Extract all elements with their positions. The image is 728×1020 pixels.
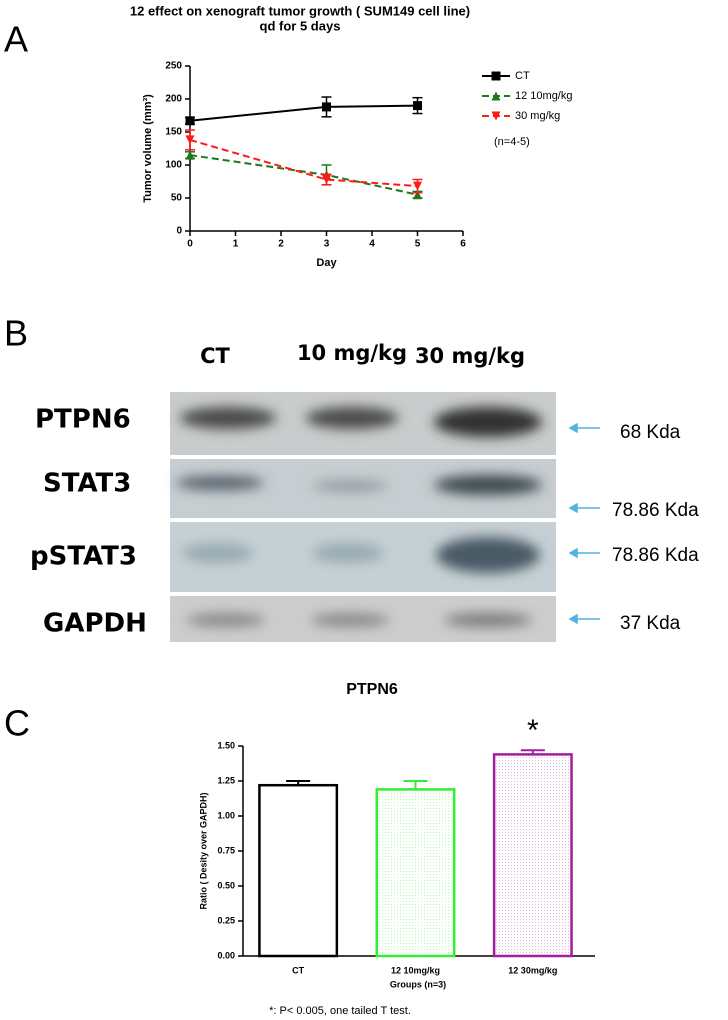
- y-tick-label: 250: [165, 61, 182, 72]
- y-axis-label: Ratio ( Desity over GAPDH): [198, 792, 208, 909]
- y-tick-label: 50: [171, 193, 183, 204]
- panel-label: C: [4, 703, 30, 744]
- protein-label: PTPN6: [35, 405, 131, 435]
- x-tick-label: 0: [187, 239, 193, 250]
- footnote: *: P< 0.005, one tailed T test.: [269, 1005, 411, 1017]
- protein-label: GAPDH: [43, 609, 147, 639]
- y-tick-label: 1.00: [217, 810, 235, 820]
- arrow-head: [568, 422, 578, 434]
- y-tick-label: 0.50: [217, 880, 235, 890]
- protein-label: pSTAT3: [30, 542, 137, 572]
- arrow-head: [568, 613, 578, 625]
- bar: [375, 788, 456, 958]
- x-tick-label: 1: [233, 239, 239, 250]
- panel-label: B: [4, 313, 28, 354]
- series-line: [189, 104, 418, 122]
- band: [434, 475, 542, 495]
- bar: [258, 783, 339, 958]
- lane-label: 30 mg/kg: [415, 344, 525, 368]
- legend-label: 30 mg/kg: [515, 110, 560, 122]
- x-tick-label: 12 30mg/kg: [508, 965, 557, 975]
- marker: [185, 116, 195, 126]
- y-axis-label: Tumor volume (mm³): [142, 94, 154, 203]
- x-tick-label: 12 10mg/kg: [391, 965, 440, 975]
- marker: [322, 102, 331, 112]
- marker: [413, 101, 422, 111]
- annotation: (n=4-5): [494, 136, 530, 148]
- band: [182, 543, 254, 563]
- size-label: 37 Kda: [620, 613, 681, 634]
- bands: [176, 407, 542, 627]
- size-label: 78.86 Kda: [612, 545, 699, 566]
- protein-label: STAT3: [43, 469, 131, 499]
- panel-label: A: [4, 19, 28, 60]
- error-bar: [403, 780, 428, 790]
- band: [436, 537, 540, 573]
- y-tick-label: 200: [165, 94, 182, 105]
- chart-title: 12 effect on xenograft tumor growth ( SU…: [130, 3, 470, 18]
- band: [176, 476, 264, 490]
- band: [312, 543, 384, 563]
- x-tick-label: 4: [369, 239, 375, 250]
- annotation: *: [527, 714, 539, 747]
- band: [312, 481, 388, 491]
- y-tick-label: 150: [165, 127, 182, 138]
- series-line: [189, 138, 418, 188]
- band: [186, 613, 266, 627]
- lane-label: 10 mg/kg: [297, 341, 407, 365]
- y-tick-label: 0.75: [217, 845, 235, 855]
- y-tick-label: 0: [176, 226, 182, 237]
- chart-title: PTPN6: [346, 681, 398, 698]
- x-tick-label: 3: [324, 239, 330, 250]
- band: [444, 613, 532, 627]
- marker: [185, 150, 195, 160]
- western-blot: CT 10 mg/kg 30 mg/kg PTPN6 STAT3 pSTAT3 …: [30, 341, 699, 642]
- marker: [322, 175, 331, 185]
- band: [180, 407, 276, 429]
- marker: [413, 190, 422, 200]
- marker: [185, 135, 195, 145]
- legend-label: CT: [515, 70, 530, 82]
- arrows: [568, 422, 600, 625]
- x-tick-label: 5: [415, 239, 421, 250]
- series-line: [189, 154, 418, 196]
- band: [310, 613, 390, 627]
- x-axis-label: Day: [316, 257, 337, 269]
- lane-label: CT: [200, 344, 230, 368]
- x-tick-label: 2: [278, 239, 284, 250]
- chart-subtitle: qd for 5 days: [260, 18, 341, 33]
- legend-marker: [491, 71, 501, 81]
- legend-marker: [491, 111, 501, 121]
- legend-label: 12 10mg/kg: [515, 90, 572, 102]
- band: [306, 407, 398, 429]
- band: [434, 407, 542, 437]
- size-label: 78.86 Kda: [612, 500, 699, 521]
- y-tick-label: 100: [165, 160, 182, 171]
- x-axis-label: Groups (n=3): [390, 979, 446, 989]
- y-tick-label: 0.00: [217, 950, 235, 960]
- y-tick-label: 1.25: [217, 775, 235, 785]
- arrow-head: [568, 547, 578, 559]
- legend-marker: [491, 91, 501, 101]
- size-label: 68 Kda: [620, 422, 681, 443]
- arrow-head: [568, 502, 578, 514]
- x-tick-label: CT: [292, 965, 304, 975]
- y-tick-label: 1.50: [217, 740, 235, 750]
- x-tick-label: 6: [460, 239, 466, 250]
- bar: [492, 753, 573, 958]
- y-tick-label: 0.25: [217, 915, 235, 925]
- marker: [413, 181, 422, 191]
